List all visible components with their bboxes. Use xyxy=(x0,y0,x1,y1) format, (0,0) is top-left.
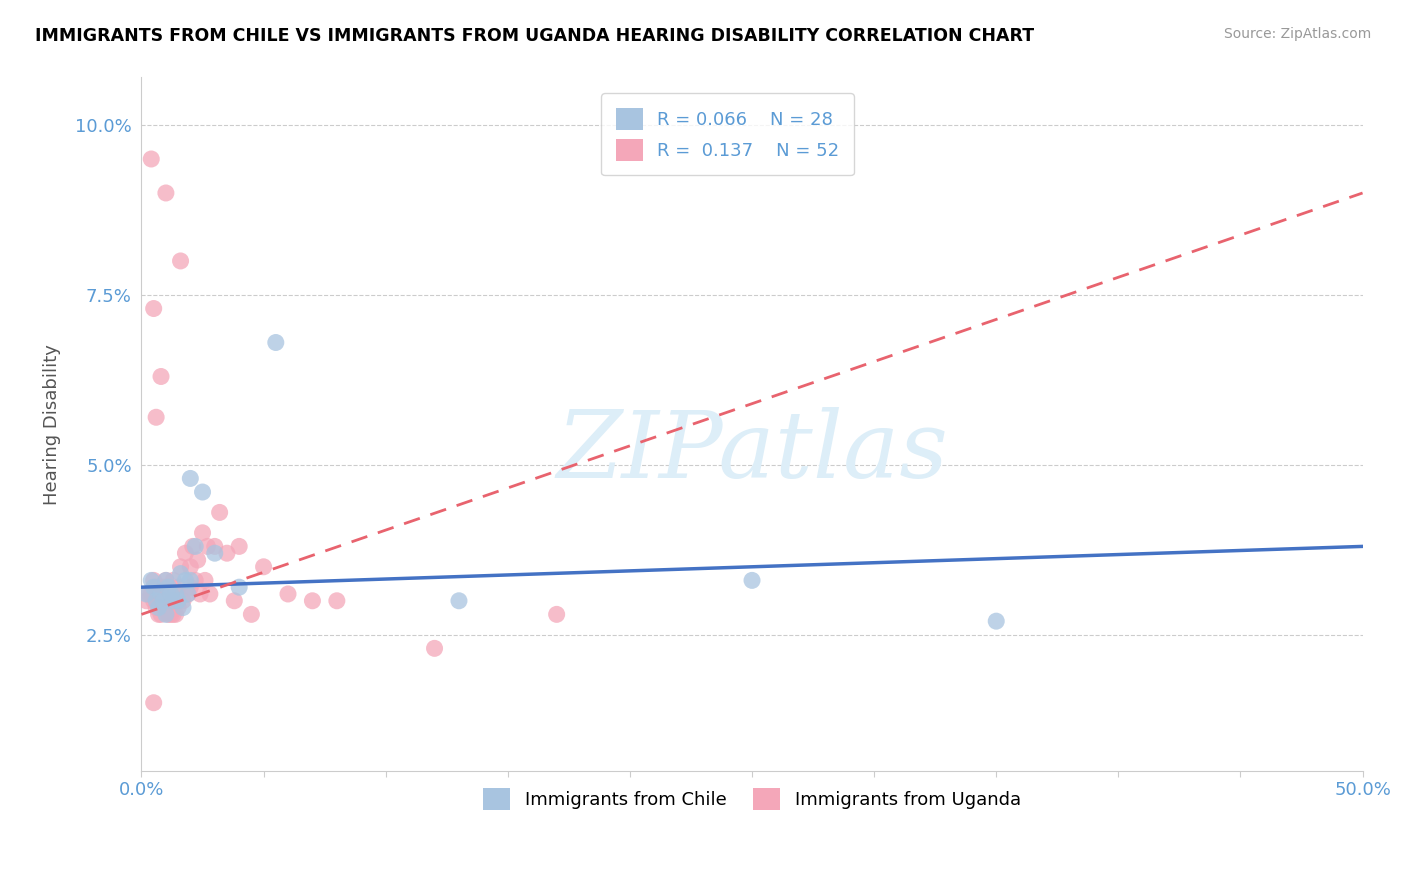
Point xyxy=(159,607,181,622)
Point xyxy=(148,587,170,601)
Point xyxy=(138,587,160,601)
Point xyxy=(165,587,187,601)
Point xyxy=(145,594,167,608)
Point xyxy=(142,574,165,588)
Text: Source: ZipAtlas.com: Source: ZipAtlas.com xyxy=(1223,27,1371,41)
Point xyxy=(159,587,181,601)
Point xyxy=(264,335,287,350)
Point xyxy=(179,580,201,594)
Point xyxy=(157,580,180,594)
Point xyxy=(174,574,197,588)
Point xyxy=(162,607,184,622)
Point xyxy=(150,607,173,622)
Point xyxy=(187,553,209,567)
Point xyxy=(155,607,177,622)
Point xyxy=(546,607,568,622)
Point xyxy=(150,369,173,384)
Point xyxy=(141,587,163,601)
Point xyxy=(165,607,187,622)
Point xyxy=(181,540,204,554)
Point xyxy=(177,587,200,601)
Point xyxy=(204,546,226,560)
Point xyxy=(155,574,177,588)
Point xyxy=(145,580,167,594)
Point xyxy=(167,580,190,594)
Point xyxy=(152,580,174,594)
Point xyxy=(191,525,214,540)
Legend: Immigrants from Chile, Immigrants from Uganda: Immigrants from Chile, Immigrants from U… xyxy=(468,773,1035,824)
Point xyxy=(148,607,170,622)
Point xyxy=(150,594,173,608)
Point xyxy=(197,540,219,554)
Point xyxy=(145,600,167,615)
Point xyxy=(215,546,238,560)
Point xyxy=(194,574,217,588)
Point xyxy=(169,566,191,581)
Point xyxy=(150,587,173,601)
Point xyxy=(145,410,167,425)
Point xyxy=(240,607,263,622)
Point xyxy=(179,574,201,588)
Point xyxy=(142,594,165,608)
Point xyxy=(157,607,180,622)
Point xyxy=(177,587,200,601)
Point xyxy=(142,301,165,316)
Point xyxy=(277,587,299,601)
Point xyxy=(167,594,190,608)
Point xyxy=(169,559,191,574)
Text: ZIPatlas: ZIPatlas xyxy=(557,407,948,497)
Point xyxy=(172,600,194,615)
Point xyxy=(174,546,197,560)
Point xyxy=(191,485,214,500)
Point xyxy=(184,574,207,588)
Point xyxy=(326,594,349,608)
Point xyxy=(155,594,177,608)
Point xyxy=(162,594,184,608)
Point xyxy=(172,594,194,608)
Point xyxy=(208,505,231,519)
Point xyxy=(135,587,157,601)
Point xyxy=(157,587,180,601)
Point xyxy=(169,254,191,268)
Point xyxy=(204,540,226,554)
Point xyxy=(167,600,190,615)
Point xyxy=(179,559,201,574)
Point xyxy=(142,696,165,710)
Point xyxy=(152,600,174,615)
Point xyxy=(188,587,211,601)
Point xyxy=(301,594,323,608)
Point xyxy=(423,641,446,656)
Point xyxy=(165,587,187,601)
Point xyxy=(252,559,274,574)
Point xyxy=(152,594,174,608)
Text: IMMIGRANTS FROM CHILE VS IMMIGRANTS FROM UGANDA HEARING DISABILITY CORRELATION C: IMMIGRANTS FROM CHILE VS IMMIGRANTS FROM… xyxy=(35,27,1035,45)
Point xyxy=(141,574,163,588)
Point xyxy=(986,614,1008,628)
Point xyxy=(198,587,221,601)
Point xyxy=(142,580,165,594)
Point xyxy=(135,594,157,608)
Point xyxy=(155,574,177,588)
Point xyxy=(179,471,201,485)
Point xyxy=(741,574,763,588)
Point xyxy=(447,594,470,608)
Point xyxy=(159,594,181,608)
Point xyxy=(184,540,207,554)
Point xyxy=(224,594,246,608)
Point xyxy=(141,152,163,166)
Point xyxy=(155,186,177,200)
Point xyxy=(228,540,250,554)
Point xyxy=(162,574,184,588)
Y-axis label: Hearing Disability: Hearing Disability xyxy=(44,343,60,505)
Point xyxy=(228,580,250,594)
Point xyxy=(148,600,170,615)
